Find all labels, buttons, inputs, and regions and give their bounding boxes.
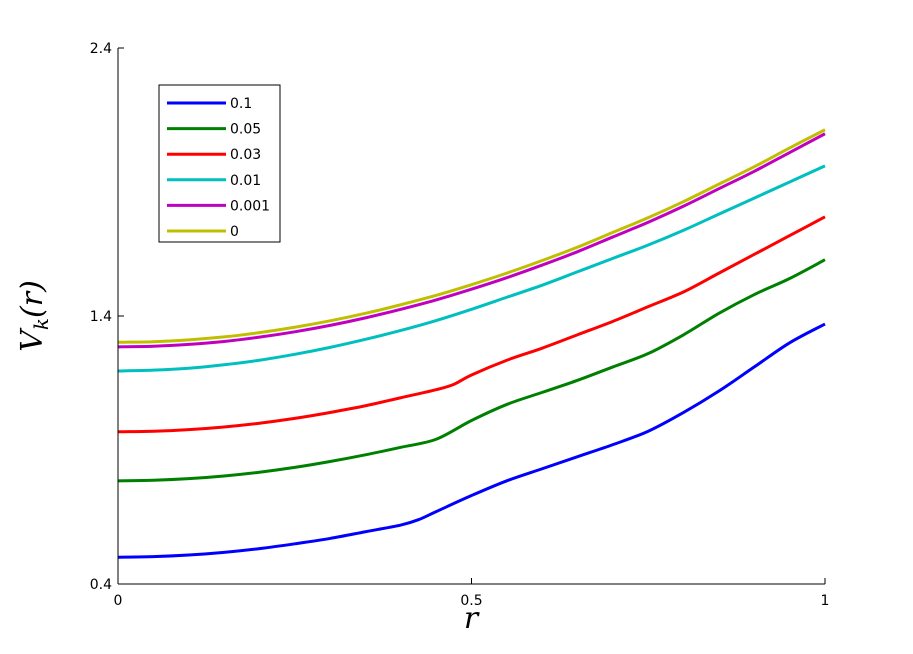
y-axis-label: Vk(r)	[15, 280, 53, 352]
y-axis: 0.4 1.4 2.4	[90, 41, 124, 593]
series-line-2	[117, 215, 826, 434]
legend-label-0: 0.1	[230, 96, 252, 112]
y-axis-label-subscript: k	[29, 318, 53, 330]
series-layer	[117, 128, 826, 559]
x-axis-label: r	[464, 601, 480, 636]
y-axis-label-suffix: (r)	[15, 280, 50, 318]
y-tick-label: 1.4	[90, 309, 112, 325]
series-line-1	[117, 258, 826, 483]
y-tick-label: 2.4	[90, 41, 112, 57]
series-line-3	[117, 164, 826, 373]
legend-label-3: 0.01	[230, 173, 261, 189]
x-tick-label: 0	[114, 593, 123, 609]
series-line-4	[117, 132, 826, 349]
x-axis: 0 0.5 1	[114, 578, 830, 609]
legend-label-2: 0.03	[230, 147, 261, 163]
x-tick-label: 0.5	[460, 593, 482, 609]
y-axis-label-main: V	[15, 327, 50, 352]
legend-label-4: 0.001	[230, 198, 270, 214]
series-line-0	[117, 322, 826, 559]
legend-box	[158, 84, 281, 243]
series-line-5	[117, 128, 826, 344]
legend: 0.1 0.05 0.03 0.01 0.001 0	[158, 84, 281, 243]
legend-label-1: 0.05	[230, 122, 261, 138]
y-tick-label: 0.4	[90, 577, 112, 593]
legend-label-5: 0	[230, 224, 239, 240]
x-tick-label: 1	[821, 593, 830, 609]
